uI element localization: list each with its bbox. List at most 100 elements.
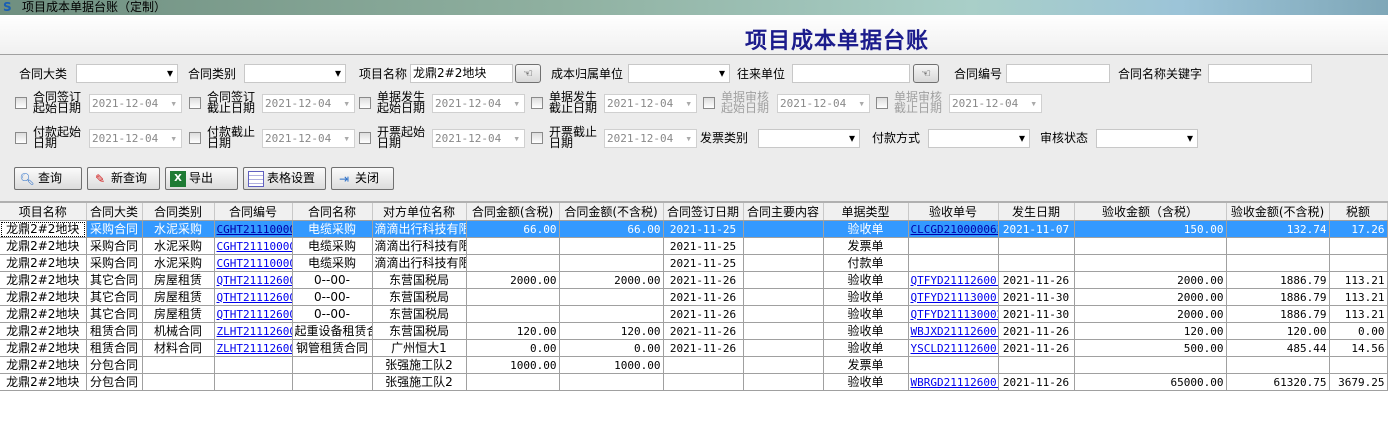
contract-no-link[interactable]: QTHT21112600 [216, 273, 292, 287]
partner-input[interactable] [792, 64, 910, 83]
table-cell [466, 237, 560, 255]
date-filter-checkbox[interactable] [359, 97, 371, 109]
new-query-button[interactable]: ✎ 新查询 [87, 167, 160, 190]
receipt-no-link[interactable]: YSCLD211126001 [910, 341, 998, 355]
table-cell: 2021-11-25 [663, 237, 744, 255]
column-header[interactable]: 发生日期 [998, 203, 1075, 221]
receipt-no-link[interactable]: QTFYD211130001 [910, 290, 998, 304]
table-row[interactable]: 龙鼎2#2地块 分包合同 张强施工队2 1000.00 1000.00 发票单 [0, 356, 1388, 374]
receipt-no-link[interactable]: QTFYD211130002 [910, 307, 998, 321]
column-header[interactable]: 验收单号 [908, 203, 999, 221]
project-name-input[interactable]: 龙鼎2#2地块 [410, 64, 513, 83]
date-filter-picker[interactable]: 2021-12-04 [604, 94, 697, 113]
date-filter-picker[interactable]: 2021-12-04 [432, 94, 525, 113]
date-filter-checkbox[interactable] [531, 132, 543, 144]
ledger-table: 项目名称 合同大类 合同类别 合同编号 合同名称 对方单位名称 合同金额(含税) 合同金额(不… [0, 203, 1388, 391]
date-filter-picker[interactable]: 2021-12-04 [949, 94, 1042, 113]
contract-no-link[interactable]: QTHT21112600 [216, 290, 292, 304]
column-header[interactable]: 合同类别 [142, 203, 215, 221]
date-filter-checkbox[interactable] [189, 97, 201, 109]
table-cell: 120.00 [1074, 322, 1227, 340]
receipt-no-link[interactable]: WBRGD211126001 [910, 375, 998, 389]
column-header[interactable]: 对方单位名称 [372, 203, 467, 221]
column-header[interactable]: 验收金额（含税） [1074, 203, 1227, 221]
table-cell: 租赁合同 [86, 322, 143, 340]
contract-no-link[interactable]: ZLHT21112600 [216, 341, 292, 355]
date-filter-picker[interactable]: 2021-12-04 [89, 129, 182, 148]
table-cell: 验收单 [823, 271, 909, 289]
column-header[interactable]: 合同金额(含税) [466, 203, 560, 221]
date-filter-picker[interactable]: 2021-12-04 [262, 129, 355, 148]
receipt-no-link[interactable]: WBJXD211126001 [910, 324, 998, 338]
page-header [0, 15, 1388, 55]
query-button[interactable]: 🔍︎ 查询 [14, 167, 82, 190]
table-cell: 水泥采购 [142, 220, 215, 238]
table-row[interactable]: 龙鼎2#2地块 租赁合同 材料合同 ZLHT21112600 钢管租赁合同 广州恒大1 0.… [0, 339, 1388, 357]
column-header[interactable]: 合同主要内容 [743, 203, 824, 221]
date-filter-checkbox[interactable] [531, 97, 543, 109]
date-filter-checkbox[interactable] [15, 132, 27, 144]
contract-keyword-input[interactable] [1208, 64, 1312, 83]
contract-no-link[interactable]: CGHT21110000 [216, 239, 292, 253]
date-filter-picker[interactable]: 2021-12-04 [432, 129, 525, 148]
invoice-type-select[interactable] [758, 129, 860, 148]
date-filter-checkbox[interactable] [703, 97, 715, 109]
date-filter-label: 付款起始日期 [33, 125, 82, 150]
receipt-no-link[interactable]: CLCGD210000063 [910, 222, 998, 236]
contract-no-input[interactable] [1006, 64, 1110, 83]
export-button[interactable]: X 导出 [165, 167, 238, 190]
grid-settings-button[interactable]: 表格设置 [243, 167, 326, 190]
partner-picker-button[interactable]: ☜ [913, 64, 939, 83]
table-cell: 分包合同 [86, 373, 143, 391]
project-name-label: 项目名称 [359, 67, 408, 81]
table-row[interactable]: 龙鼎2#2地块 采购合同 水泥采购 CGHT21110000 电缆采购 滴滴出行科技有限 2… [0, 237, 1388, 255]
column-header[interactable]: 单据类型 [823, 203, 909, 221]
contract-no-link[interactable]: CGHT21110000 [216, 222, 292, 236]
table-row[interactable]: 龙鼎2#2地块 其它合同 房屋租赁 QTHT21112600 0--00- 东营国税局 20… [0, 271, 1388, 289]
table-row[interactable]: 龙鼎2#2地块 采购合同 水泥采购 CGHT21110000 电缆采购 滴滴出行科技有限 2… [0, 254, 1388, 272]
table-cell: 2021-11-26 [998, 322, 1075, 340]
column-header[interactable]: 合同编号 [214, 203, 293, 221]
date-filter-checkbox[interactable] [359, 132, 371, 144]
close-button[interactable]: ⇥ 关闭 [331, 167, 394, 190]
contract-no-link[interactable]: QTHT21112600 [216, 307, 292, 321]
table-cell [1226, 237, 1330, 255]
date-filter-checkbox[interactable] [189, 132, 201, 144]
table-row[interactable]: 龙鼎2#2地块 采购合同 水泥采购 CGHT21110000 电缆采购 滴滴出行科技有限 6… [0, 220, 1388, 238]
project-picker-button[interactable]: ☜ [515, 64, 541, 83]
column-header[interactable]: 验收金额(不含税) [1226, 203, 1330, 221]
date-filter-checkbox[interactable] [15, 97, 27, 109]
column-header[interactable]: 税额 [1329, 203, 1388, 221]
cost-unit-select[interactable] [628, 64, 730, 83]
table-row[interactable]: 龙鼎2#2地块 其它合同 房屋租赁 QTHT21112600 0--00- 东营国税局 20… [0, 288, 1388, 306]
contract-category-select[interactable] [76, 64, 178, 83]
payment-method-select[interactable] [928, 129, 1030, 148]
column-header[interactable]: 合同大类 [86, 203, 143, 221]
audit-status-select[interactable] [1096, 129, 1198, 148]
table-row[interactable]: 龙鼎2#2地块 分包合同 张强施工队2 验收单 WBRGD211126001 2021-1… [0, 373, 1388, 391]
receipt-no-link[interactable]: QTFYD211126001 [910, 273, 998, 287]
contract-no-link[interactable]: CGHT21110000 [216, 256, 292, 270]
date-filter-picker[interactable]: 2021-12-04 [262, 94, 355, 113]
table-cell: 120.00 [466, 322, 560, 340]
date-filter-picker[interactable]: 2021-12-04 [777, 94, 870, 113]
table-cell: 东营国税局 [372, 288, 467, 306]
column-header[interactable]: 合同签订日期 [663, 203, 744, 221]
table-cell: QTHT21112600 [214, 288, 293, 306]
table-cell: 租赁合同 [86, 339, 143, 357]
date-filter-picker[interactable]: 2021-12-04 [604, 129, 697, 148]
table-cell: 东营国税局 [372, 271, 467, 289]
table-row[interactable]: 龙鼎2#2地块 其它合同 房屋租赁 QTHT21112600 0--00- 东营国税局 20… [0, 305, 1388, 323]
contract-type-select[interactable] [244, 64, 346, 83]
table-cell: QTFYD211130001 [908, 288, 999, 306]
date-filter-checkbox[interactable] [876, 97, 888, 109]
table-cell: 采购合同 [86, 237, 143, 255]
table-row[interactable]: 龙鼎2#2地块 租赁合同 机械合同 ZLHT21112600 起重设备租赁合 东营国税局 1… [0, 322, 1388, 340]
column-header[interactable]: 合同名称 [292, 203, 373, 221]
column-header[interactable]: 项目名称 [0, 203, 87, 221]
column-header[interactable]: 合同金额(不含税) [559, 203, 664, 221]
contract-no-link[interactable]: ZLHT21112600 [216, 324, 292, 338]
table-cell: 2021-11-26 [663, 271, 744, 289]
table-cell [743, 373, 824, 391]
date-filter-picker[interactable]: 2021-12-04 [89, 94, 182, 113]
